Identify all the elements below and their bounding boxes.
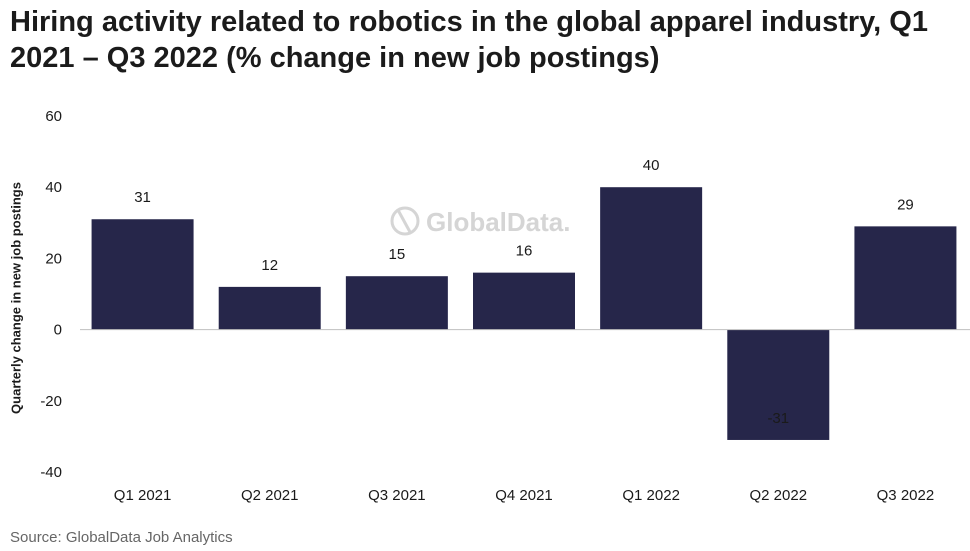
y-tick-label: -20 [40, 393, 62, 410]
bar [600, 187, 703, 330]
bar [473, 272, 575, 330]
bar [91, 219, 194, 330]
data-label: 16 [516, 243, 533, 260]
x-tick-label: Q1 2022 [622, 487, 680, 504]
bar [854, 226, 957, 330]
bar [218, 286, 321, 330]
bar [727, 329, 830, 440]
x-tick-label: Q1 2021 [114, 487, 172, 504]
data-label: -31 [767, 410, 789, 427]
watermark-text: GlobalData. [426, 207, 570, 237]
x-tick-label: Q2 2022 [750, 487, 808, 504]
x-tick-label: Q3 2022 [877, 487, 935, 504]
data-label: 31 [134, 189, 151, 206]
y-tick-label: 0 [54, 322, 62, 339]
x-tick-label: Q3 2021 [368, 487, 426, 504]
watermark: GlobalData. [390, 206, 570, 237]
data-label: 29 [897, 196, 914, 213]
y-tick-label: 40 [45, 179, 62, 196]
data-label: 12 [261, 257, 278, 274]
data-label: 15 [389, 246, 406, 263]
x-tick-label: Q2 2021 [241, 487, 299, 504]
y-tick-label: 20 [45, 250, 62, 267]
y-tick-label: -40 [40, 464, 62, 481]
y-tick-label: 60 [45, 108, 62, 125]
data-label: 40 [643, 157, 660, 174]
chart-title: Hiring activity related to robotics in t… [10, 6, 928, 74]
bar [345, 276, 448, 330]
globaldata-logo-icon [390, 206, 420, 236]
source-note: Source: GlobalData Job Analytics [10, 529, 233, 546]
x-tick-label: Q4 2021 [495, 487, 553, 504]
